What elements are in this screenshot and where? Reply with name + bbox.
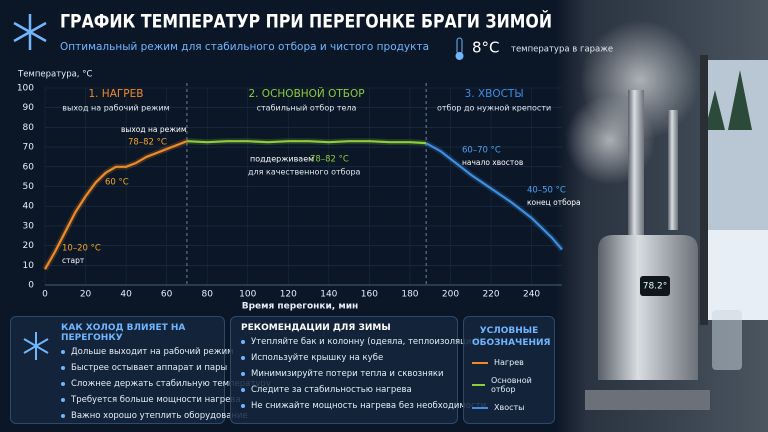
garage-note: температура в гараже (511, 45, 613, 55)
x-tick-label: 200 (442, 290, 459, 300)
tips-item: Минимизируйте потери тепла и сквозняки (241, 369, 449, 379)
tips-item: Утепляйте бак и колонну (одеяла, теплоиз… (241, 337, 480, 347)
x-tick-label: 180 (401, 290, 418, 300)
legend-swatch (472, 361, 488, 364)
phase-subtitle: стабильный отбор тела (257, 104, 357, 113)
y-tick-label: 60 (23, 162, 35, 172)
legend-label: Основной отбор (490, 376, 532, 394)
y-tick-label: 80 (23, 123, 35, 133)
x-tick-label: 80 (201, 290, 213, 300)
annotation: для качественного отбора (248, 168, 361, 177)
title: ГРАФИК ТЕМПЕРАТУР ПРИ ПЕРЕГОНКЕ БРАГИ ЗИ… (60, 10, 552, 33)
x-axis-label: Время перегонки, мин (242, 302, 359, 312)
y-tick-label: 20 (23, 241, 35, 251)
x-tick-label: 40 (120, 290, 132, 300)
photo: 78.2° (555, 0, 768, 432)
y-tick-label: 90 (23, 103, 35, 113)
cold-item: Сложнее держать стабильную температуру (61, 379, 271, 389)
legend-entry: Нагрев (472, 358, 546, 367)
cold-title: КАК ХОЛОД ВЛИЯЕТ НА ПЕРЕГОНКУ (61, 323, 186, 343)
y-tick-label: 0 (28, 281, 34, 291)
phase-subtitle: выход на рабочий режим (62, 104, 169, 113)
annotation: поддерживаем (250, 155, 314, 164)
x-tick-label: 100 (239, 290, 256, 300)
x-tick-label: 20 (80, 290, 92, 300)
y-tick-label: 50 (23, 182, 35, 192)
legend-label: Хвосты (494, 403, 525, 412)
y-tick-label: 10 (23, 261, 35, 271)
snow-icon (23, 332, 49, 360)
annotation: 10–20 °C (62, 244, 101, 254)
x-tick-label: 140 (320, 290, 337, 300)
legend-entry: Хвосты (472, 403, 546, 412)
series-line (425, 142, 563, 251)
cold-panel: КАК ХОЛОД ВЛИЯЕТ НА ПЕРЕГОНКУ Дольше выхо… (10, 316, 271, 424)
legend-swatch (472, 406, 488, 409)
snowflake-icon (13, 14, 47, 50)
legend: УСЛОВНЫЕ ОБОЗНАЧЕНИЯ Нагрев Основной отбор… (463, 316, 555, 424)
annotation: 60–70 °C (462, 146, 501, 156)
x-tick-label: 120 (280, 290, 297, 300)
annotation: 78–82 °C (128, 138, 167, 148)
y-tick-label: 30 (23, 221, 35, 231)
cold-item: Дольше выходит на рабочий режим (61, 347, 234, 357)
annotation: 78–82 °C (310, 155, 349, 165)
annotation: начало хвостов (462, 158, 523, 167)
cold-item: Быстрее остывает аппарат и пары (61, 363, 227, 373)
phase-title: 3. ХВОСТЫ (465, 88, 524, 100)
y-tick-label: 40 (23, 202, 35, 212)
phase-title: 1. НАГРЕВ (88, 88, 143, 100)
x-tick-label: 160 (361, 290, 378, 300)
thermometer-icon (455, 37, 464, 60)
x-tick-label: 240 (523, 290, 540, 300)
annotation: выход на режим (121, 125, 187, 134)
legend-label: Нагрев (494, 358, 524, 367)
phase-subtitle: отбор до нужной крепости (437, 104, 551, 113)
series-line (186, 140, 427, 145)
annotation: старт (62, 256, 85, 265)
series-line (44, 140, 188, 270)
x-tick-label: 60 (161, 290, 173, 300)
legend-swatch (472, 384, 485, 386)
x-tick-label: 220 (482, 290, 499, 300)
annotation: конец отбора (527, 198, 581, 207)
tips-item: Не снижайте мощность нагрева без необход… (241, 401, 486, 411)
legend-title: УСЛОВНЫЕ ОБОЗНАЧЕНИЯ (472, 326, 551, 348)
tips-item: Используйте крышку на кубе (241, 353, 449, 363)
y-tick-label: 70 (23, 143, 35, 153)
tips-item: Следите за стабильностью нагрева (241, 385, 449, 395)
display-text: 78.2° (643, 282, 668, 292)
legend-entry: Основной отбор (472, 376, 546, 394)
x-tick-label: 0 (42, 290, 48, 300)
tips-title: РЕКОМЕНДАЦИИ ДЛЯ ЗИМЫ (241, 323, 391, 333)
phase-title: 2. ОСНОВНОЙ ОТБОР (248, 87, 364, 100)
cold-item: Важно хорошо утеплить оборудование (61, 411, 248, 421)
annotation: 60 °C (105, 178, 129, 188)
garage-temp: 8°C (472, 39, 500, 57)
annotation: 40–50 °C (527, 186, 566, 196)
subtitle: Оптимальный режим для стабильного отбора… (60, 41, 429, 53)
y-tick-label: 100 (17, 84, 34, 94)
y-axis-label: Температура, °С (17, 70, 92, 80)
cold-item: Требуется больше мощности нагрева (61, 395, 241, 405)
tips-panel: РЕКОМЕНДАЦИИ ДЛЯ ЗИМЫ Утепляйте бак и кол… (230, 316, 486, 424)
